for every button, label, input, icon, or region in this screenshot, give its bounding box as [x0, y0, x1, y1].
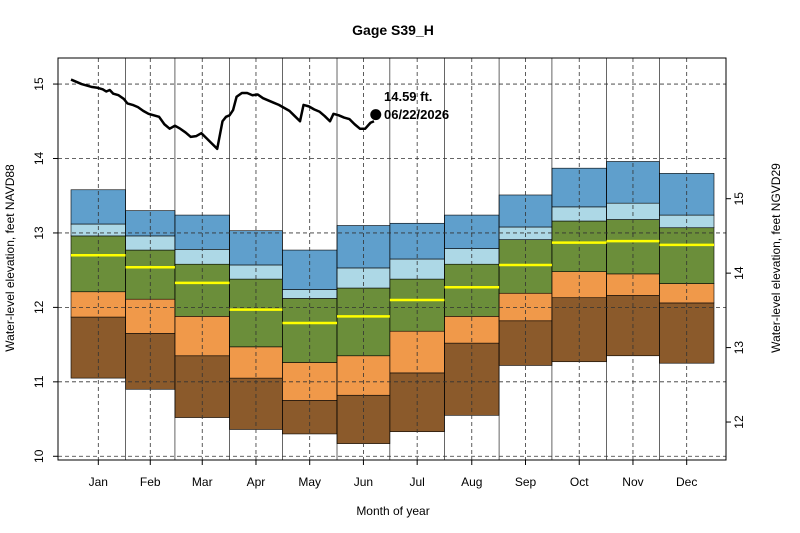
xtick-label: Apr [247, 475, 266, 489]
y-axis-label-left: Water-level elevation, feet NAVD88 [3, 164, 17, 352]
ytick-label-left: 12 [32, 300, 46, 314]
current-series [70, 78, 382, 151]
ytick-label-left: 13 [32, 226, 46, 240]
xtick-label: Mar [192, 475, 213, 489]
annotation-date: 06/22/2026 [384, 107, 449, 122]
ytick-label-right: 14 [732, 266, 746, 280]
median-lines [71, 239, 714, 325]
xtick-label: May [298, 475, 321, 489]
ytick-label-left: 14 [32, 152, 46, 166]
band-nov-4 [606, 161, 660, 204]
xtick-label: Feb [140, 475, 161, 489]
xtick-label: Sep [515, 475, 537, 489]
grid-lines [58, 58, 726, 460]
band-dec-1 [659, 283, 715, 304]
band-oct-0 [551, 297, 607, 363]
xtick-label: Aug [461, 475, 482, 489]
annotation-value: 14.59 ft. [384, 89, 432, 104]
y-axis-label-right: Water-level elevation, feet NGVD29 [769, 163, 783, 353]
ytick-label-right: 12 [732, 415, 746, 429]
xtick-label: Oct [570, 475, 589, 489]
xtick-label: Jan [89, 475, 108, 489]
ytick-label-left: 15 [32, 77, 46, 91]
band-may-2 [282, 298, 338, 363]
plot-frame [57, 57, 727, 461]
ytick-label-left: 11 [32, 375, 46, 388]
current-series-line [70, 78, 375, 151]
current-point [370, 109, 382, 121]
xtick-label: Nov [622, 475, 643, 489]
xtick-label: Jul [409, 475, 424, 489]
xtick-label: Jun [354, 475, 373, 489]
ytick-label-left: 10 [32, 449, 46, 463]
band-mar-1 [174, 316, 230, 357]
x-axis-label: Month of year [356, 504, 429, 518]
chart-title: Gage S39_H [352, 22, 434, 38]
xtick-label: Dec [676, 475, 697, 489]
ytick-label-right: 15 [732, 192, 746, 206]
axes: 10 11 12 13 14 15 12 13 14 15 Jan Feb Mar Apr May Jun Ju… [32, 57, 746, 489]
ytick-label-right: 13 [732, 341, 746, 355]
